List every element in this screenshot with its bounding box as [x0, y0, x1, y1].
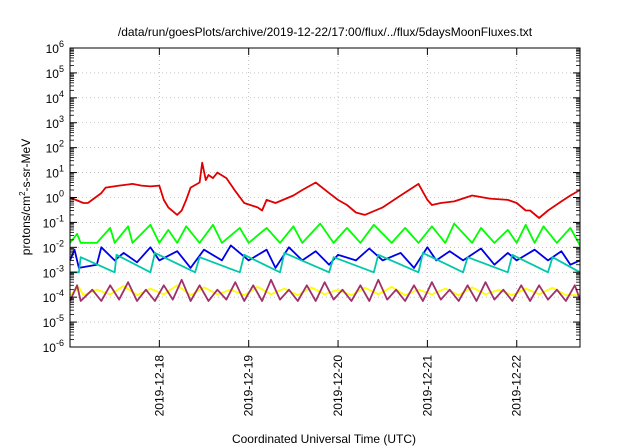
y-axis-title: protons/cm2-s-sr-MeV	[18, 139, 33, 255]
y-axis-title-sup: 2	[18, 191, 27, 196]
y-tick-label: 106	[46, 39, 64, 56]
y-tick-label: 105	[46, 64, 64, 81]
y-tick-label: 104	[46, 89, 64, 106]
y-tick-label: 10-6	[43, 338, 64, 355]
y-tick-label: 10-2	[43, 238, 64, 255]
y-tick-label: 100	[46, 189, 64, 206]
y-axis-title-base: protons/cm	[19, 196, 33, 255]
x-tick-label: 2019-12-20	[331, 355, 345, 417]
x-tick-label: 2019-12-18	[152, 355, 166, 417]
series-line-3	[69, 244, 581, 269]
x-tick-label: 2019-12-19	[242, 355, 256, 417]
chart-title: /data/run/goesPlots/archive/2019-12-22/1…	[118, 25, 533, 39]
series-line-4	[70, 251, 581, 274]
y-tick-label: 10-5	[43, 313, 64, 330]
series-line-1	[69, 161, 581, 219]
series-line-2	[69, 222, 581, 246]
y-axis-title-rest: -s-sr-MeV	[19, 139, 33, 192]
y-tick-label: 101	[46, 164, 64, 181]
y-tick-label: 10-1	[43, 213, 64, 230]
series-line-6	[69, 278, 581, 302]
axis-ticks: 10-6 10-5 10-4 10-3 10-2 10-1 100 101 102 103 104 1…	[43, 39, 580, 416]
y-tick-label: 102	[46, 139, 64, 156]
y-tick-label: 10-4	[43, 288, 64, 305]
x-axis-title: Coordinated Universal Time (UTC)	[232, 432, 416, 446]
x-tick-label: 2019-12-22	[510, 355, 524, 417]
series-lines	[69, 161, 581, 302]
y-tick-label: 103	[46, 114, 64, 131]
grid	[70, 48, 580, 347]
y-tick-label: 10-3	[43, 263, 64, 280]
x-tick-label: 2019-12-21	[420, 355, 434, 417]
